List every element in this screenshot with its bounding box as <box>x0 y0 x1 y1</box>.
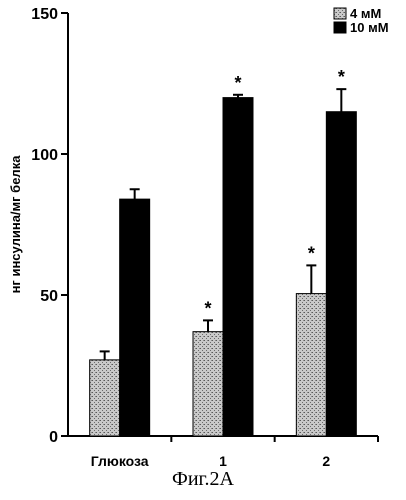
legend-swatch <box>334 22 346 33</box>
bar-10mm <box>223 98 253 436</box>
bar-10mm <box>120 199 150 436</box>
y-tick-label: 100 <box>31 147 58 164</box>
y-tick-label: 150 <box>31 6 58 23</box>
significance-marker: * <box>234 73 241 93</box>
y-tick-label: 50 <box>40 288 58 305</box>
significance-marker: * <box>204 298 211 318</box>
legend: 4 мМ10 мМ <box>334 6 389 35</box>
bar-4mm <box>296 294 326 436</box>
y-axis-title: нг инсулина/мг белка <box>8 155 23 294</box>
y-tick-label: 0 <box>49 429 58 446</box>
category-label: 2 <box>322 453 330 469</box>
significance-marker: * <box>338 67 345 87</box>
category-label: 1 <box>219 453 227 469</box>
labels: 0 50 100 150 нг инсулина/мг белка Глюкоза * * 1 *… <box>8 6 345 469</box>
bars <box>90 89 357 436</box>
significance-marker: * <box>308 243 315 263</box>
bar-4mm <box>90 360 120 436</box>
figure-caption: Фиг.2А <box>0 468 406 491</box>
category-label: Глюкоза <box>91 453 149 469</box>
legend-label: 4 мМ <box>350 6 381 21</box>
legend-swatch <box>334 8 346 19</box>
bar-4mm <box>193 332 223 436</box>
legend-label: 10 мМ <box>350 20 389 35</box>
bar-10mm <box>326 112 356 436</box>
